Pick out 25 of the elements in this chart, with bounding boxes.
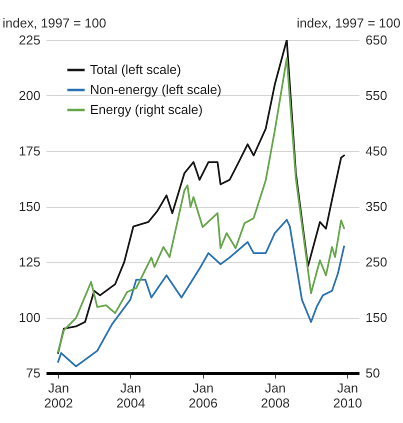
line-series (57, 218, 345, 368)
y-tick-label: 100 (18, 310, 40, 325)
y-tick-label: 75 (26, 366, 40, 380)
y-tick-label: 225 (18, 32, 40, 48)
y2-tick-label: 150 (366, 310, 388, 325)
legend-label: Non-energy (left scale) (90, 82, 222, 97)
x-tick-label: Jan 2006 (188, 380, 218, 410)
y-tick-label: 175 (18, 144, 40, 158)
x-tick-label: Jan 2002 (44, 380, 74, 410)
y-tick-label: 200 (18, 88, 40, 103)
x-tick-label: Jan 2010 (333, 380, 362, 410)
x-tick-label: Jan 2008 (260, 380, 290, 410)
y2-tick-label: 350 (366, 199, 388, 214)
y2-tick-label: 550 (366, 88, 388, 103)
y2-tick-label: 250 (366, 254, 388, 270)
x-tick-label: Jan 2004 (116, 380, 146, 410)
y-tick-label: 125 (18, 254, 40, 270)
y2-axis-title: index, 1997 = 100 (296, 16, 400, 30)
y2-tick-label: 50 (366, 366, 380, 380)
y-tick-label: 150 (18, 199, 40, 214)
legend-label: Total (left scale) (90, 62, 182, 77)
legend-label: Energy (right scale) (90, 102, 203, 117)
y2-tick-label: 650 (366, 32, 388, 48)
y2-tick-label: 450 (366, 144, 388, 158)
y-axis-title: index, 1997 = 100 (2, 16, 106, 30)
